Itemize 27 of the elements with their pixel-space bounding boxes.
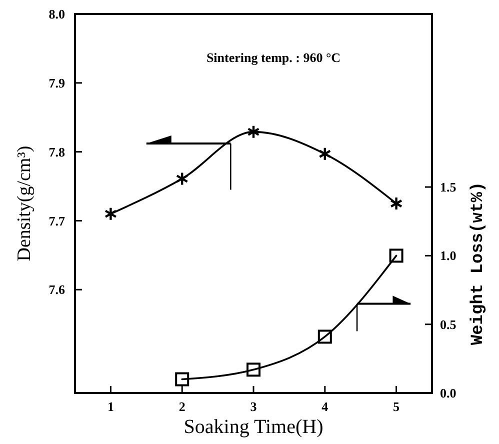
x-tick-label: 2	[178, 399, 186, 414]
x-tick-label: 1	[107, 399, 114, 414]
point	[104, 206, 117, 221]
x-tick-label: 3	[250, 399, 258, 414]
point	[176, 172, 188, 186]
point	[318, 146, 332, 161]
point	[389, 248, 404, 263]
point	[246, 362, 260, 377]
y-tick-label: 7.8	[48, 144, 66, 160]
y2-tick-label: 0.0	[440, 386, 456, 401]
y2-tick-label: 1.5	[440, 180, 457, 195]
point	[390, 196, 403, 211]
annotation: Sintering temp. : 960 °C	[206, 50, 341, 65]
y-tick-label: 7.6	[48, 282, 66, 298]
y2-tick-label: 1.0	[440, 248, 456, 264]
point	[318, 330, 332, 344]
y-axis-title: Density(g/cm³)	[14, 146, 35, 262]
x-axis-title: Soaking Time(H)	[184, 416, 324, 438]
x-tick-label: 4	[322, 399, 329, 414]
point	[175, 372, 190, 386]
y2-axis-title: Weight Loss(wt%)	[469, 182, 488, 346]
y-tick-label: 7.7	[48, 213, 66, 228]
y2-tick-label: 0.5	[440, 316, 457, 332]
y-tick-label: 8.0	[48, 6, 65, 22]
y-tick-label: 7.9	[48, 75, 66, 90]
point	[247, 124, 260, 139]
x-tick-label: 5	[393, 399, 400, 414]
